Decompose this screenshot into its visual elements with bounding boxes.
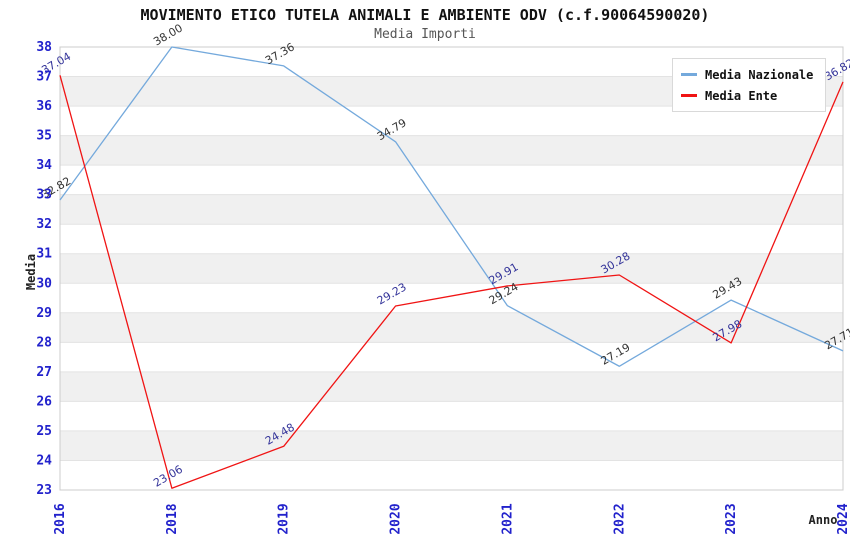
x-tick-label-2023: 2023 bbox=[724, 503, 739, 534]
plot-border bbox=[59, 46, 844, 491]
y-tick-label: 38 bbox=[36, 40, 52, 55]
y-tick-label: 32 bbox=[36, 217, 52, 232]
y-tick-label: 31 bbox=[36, 247, 52, 262]
chart-title: MOVIMENTO ETICO TUTELA ANIMALI E AMBIENT… bbox=[140, 6, 710, 24]
x-tick-label-2018: 2018 bbox=[165, 503, 180, 534]
point-label-1-2020: 29.23 bbox=[375, 280, 409, 307]
legend-label: Media Ente bbox=[705, 88, 778, 103]
chart-subtitle: Media Importi bbox=[374, 27, 476, 42]
point-label-0-2019: 37.36 bbox=[263, 40, 297, 67]
plot-band bbox=[60, 253, 843, 284]
plot-band bbox=[60, 194, 843, 225]
y-tick-label: 37 bbox=[36, 70, 52, 85]
y-tick-label: 25 bbox=[36, 424, 52, 439]
x-tick-label-2019: 2019 bbox=[277, 503, 292, 534]
series-line-1 bbox=[59, 75, 844, 489]
y-tick-label: 27 bbox=[36, 365, 52, 380]
plot-band bbox=[60, 312, 843, 343]
x-tick-label-2024: 2024 bbox=[836, 503, 850, 534]
legend-swatch-nazionale-icon bbox=[681, 73, 697, 76]
x-tick-label-2020: 2020 bbox=[389, 503, 404, 534]
plot-band bbox=[60, 430, 843, 461]
point-label-0-2018: 38.00 bbox=[151, 21, 185, 48]
x-tick-label-2022: 2022 bbox=[612, 503, 627, 534]
y-tick-label: 35 bbox=[36, 129, 52, 144]
plot-band bbox=[60, 135, 843, 166]
y-tick-label: 36 bbox=[36, 99, 52, 114]
legend-item-media-nazionale: Media Nazionale bbox=[681, 64, 813, 85]
legend-label: Media Nazionale bbox=[705, 67, 814, 82]
y-axis-title: Media bbox=[24, 253, 38, 291]
x-tick-label-2021: 2021 bbox=[500, 503, 515, 534]
legend: Media Nazionale Media Ente bbox=[672, 58, 827, 112]
y-tick-label: 24 bbox=[36, 453, 52, 468]
y-tick-label: 23 bbox=[36, 483, 52, 498]
y-tick-label: 33 bbox=[36, 188, 52, 203]
y-tick-label: 29 bbox=[36, 306, 52, 321]
plot-band bbox=[60, 371, 843, 402]
legend-swatch-ente-icon bbox=[681, 94, 697, 97]
y-tick-label: 30 bbox=[36, 276, 52, 291]
series-line-0 bbox=[59, 46, 844, 367]
y-tick-label: 26 bbox=[36, 394, 52, 409]
x-tick-label-2016: 2016 bbox=[53, 503, 68, 534]
x-axis-title: Anno bbox=[808, 513, 838, 527]
y-tick-label: 28 bbox=[36, 335, 52, 350]
y-tick-label: 34 bbox=[36, 158, 52, 173]
legend-item-media-ente: Media Ente bbox=[681, 85, 813, 106]
